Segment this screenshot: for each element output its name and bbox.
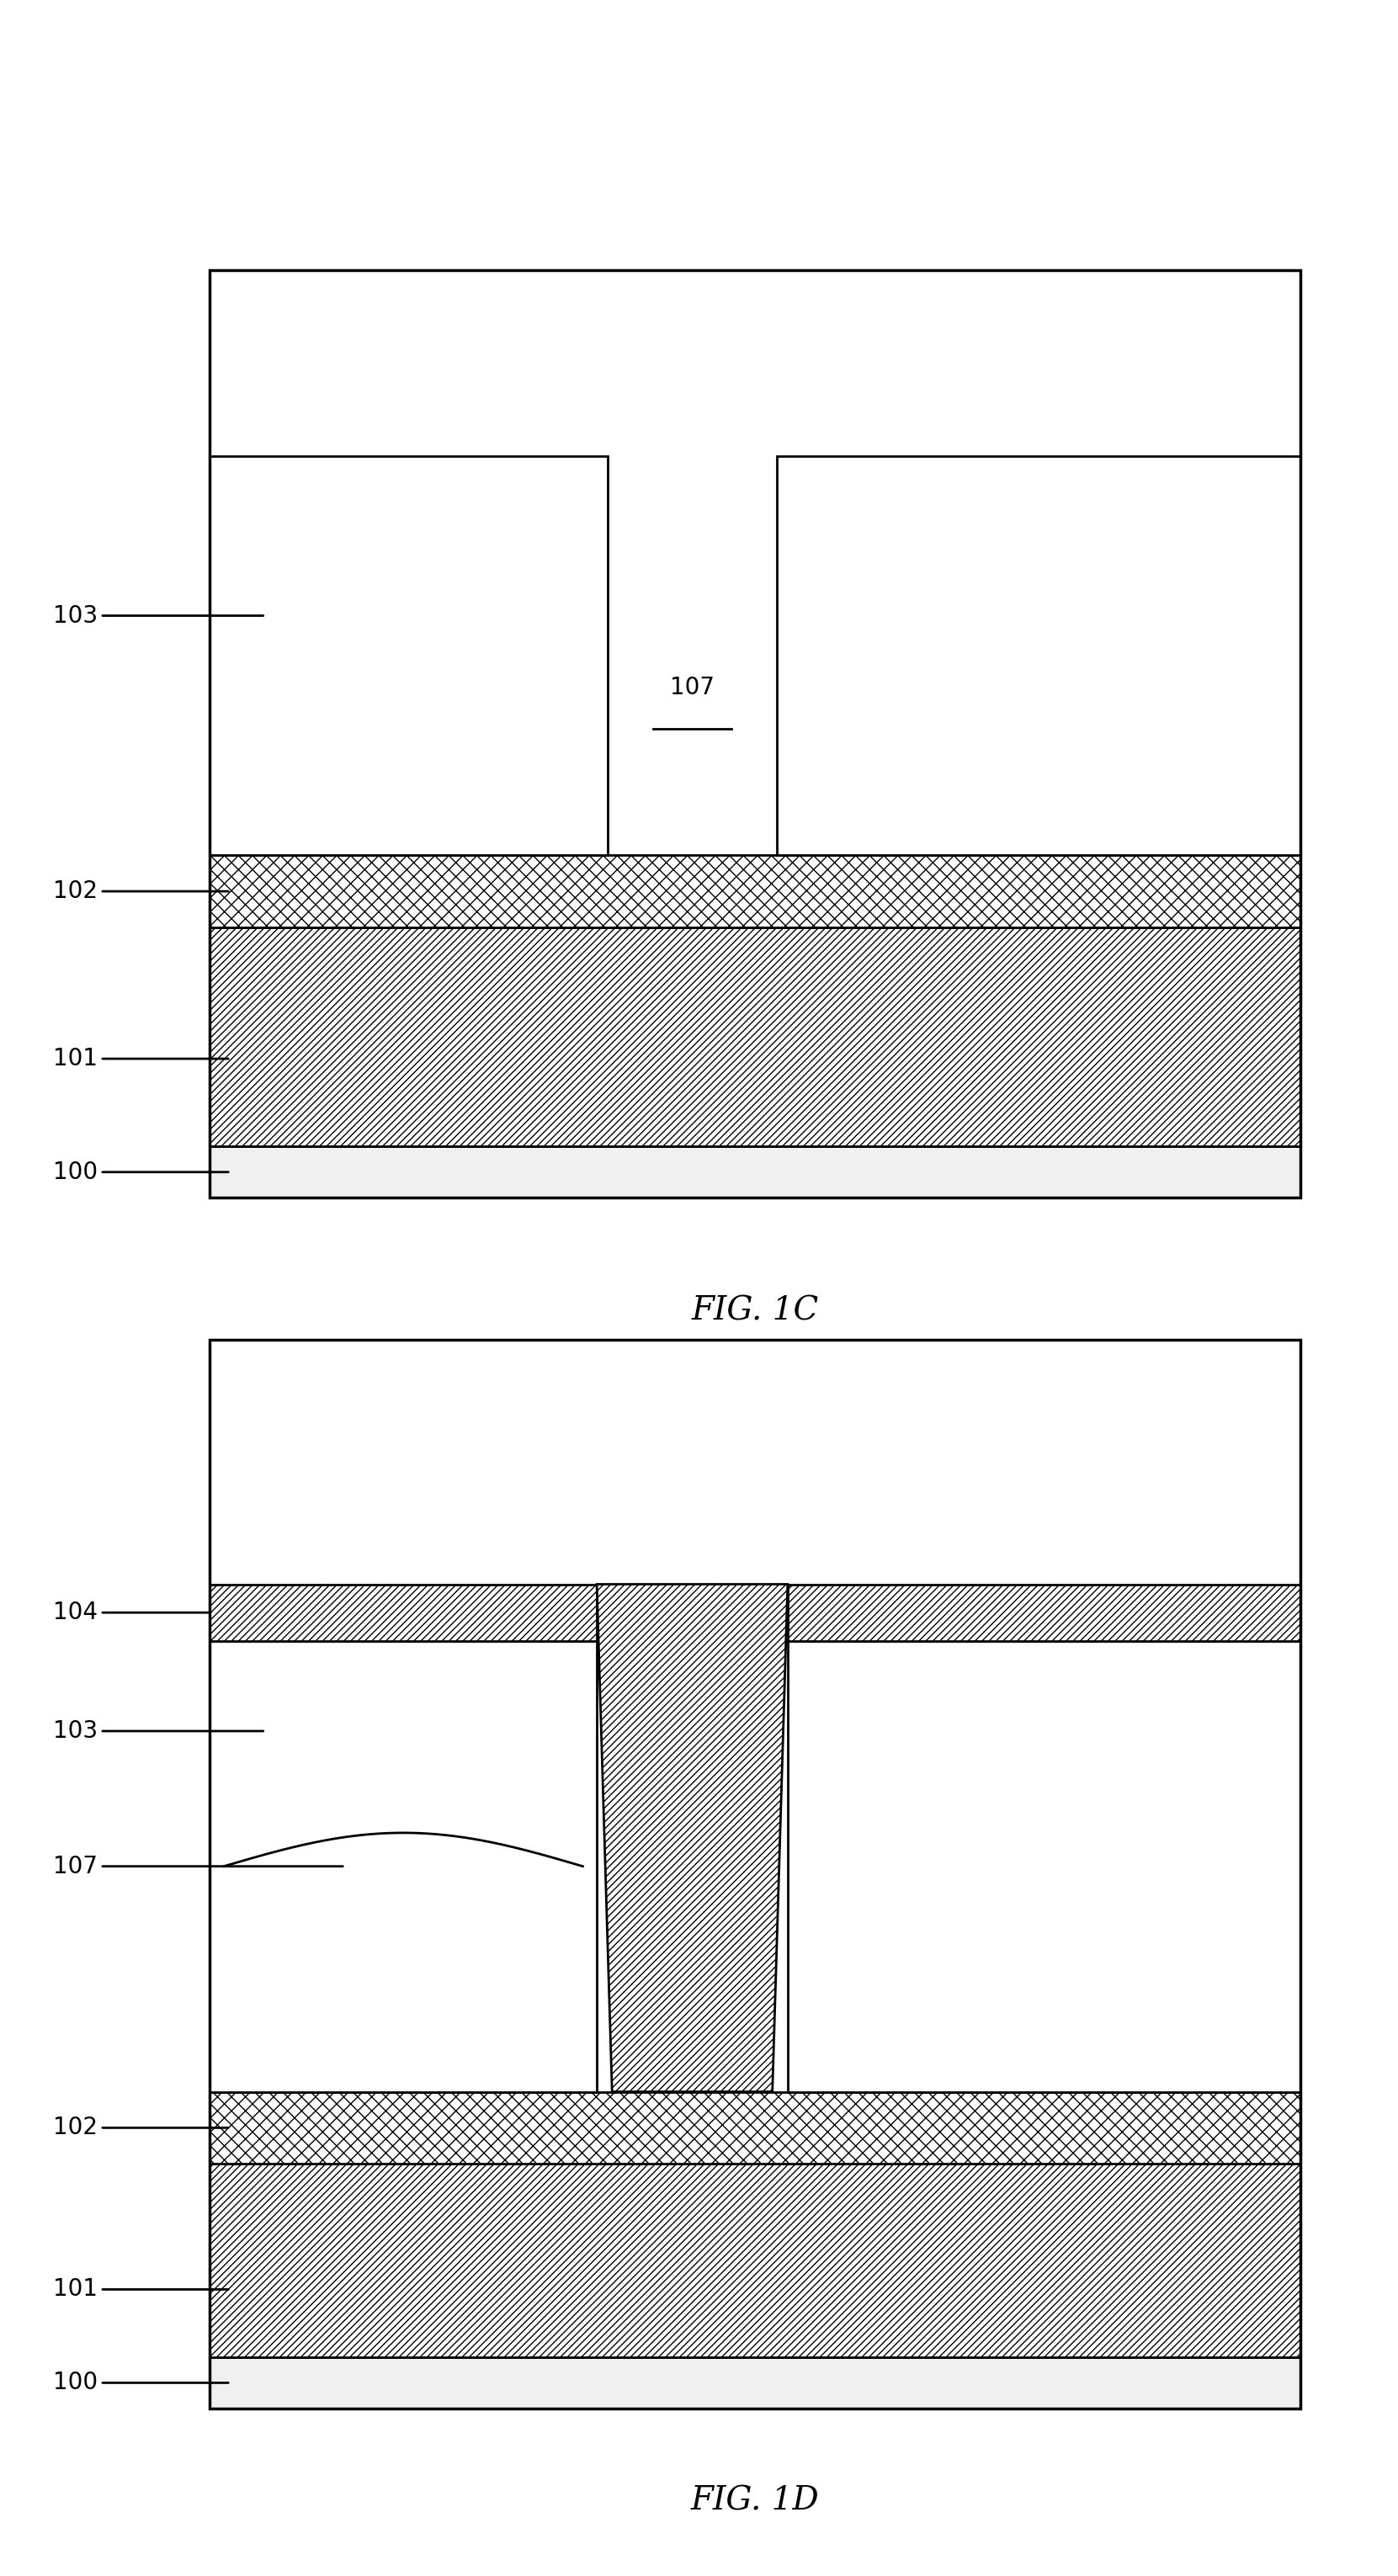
- Bar: [787, 1584, 1300, 1641]
- Bar: [210, 2357, 1300, 2409]
- Text: 102: 102: [53, 878, 228, 904]
- Text: 102: 102: [53, 2115, 228, 2141]
- Bar: [210, 2092, 1300, 2164]
- Bar: [210, 1340, 1300, 2409]
- Bar: [787, 1641, 1300, 2092]
- Bar: [777, 456, 1300, 855]
- Text: 101: 101: [53, 2277, 228, 2300]
- Bar: [210, 270, 1300, 1198]
- Text: 107: 107: [670, 675, 714, 698]
- Text: FIG. 1C: FIG. 1C: [691, 1296, 819, 1327]
- Bar: [210, 456, 608, 855]
- Bar: [210, 2164, 1300, 2357]
- Bar: [210, 855, 1300, 927]
- Text: 103: 103: [53, 603, 263, 629]
- Text: 100: 100: [53, 2370, 228, 2396]
- Polygon shape: [597, 1584, 787, 2092]
- Text: 101: 101: [53, 1046, 228, 1072]
- Text: 100: 100: [53, 1159, 228, 1185]
- Text: 104: 104: [53, 1600, 228, 1625]
- Text: 107: 107: [53, 1855, 343, 1878]
- Bar: [210, 1584, 597, 1641]
- Text: 103: 103: [53, 1718, 263, 1744]
- Bar: [210, 1146, 1300, 1198]
- Text: FIG. 1D: FIG. 1D: [691, 2486, 819, 2517]
- Bar: [210, 927, 1300, 1146]
- Bar: [210, 1641, 597, 2092]
